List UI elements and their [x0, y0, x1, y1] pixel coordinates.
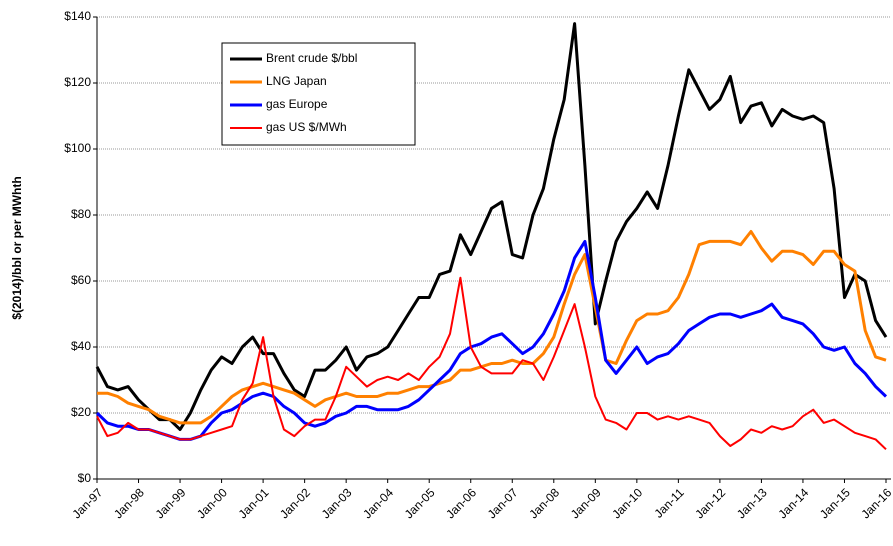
y-tick-label: $60 — [71, 273, 91, 287]
x-tick-label: Jan-11 — [652, 485, 687, 520]
x-tick-label: Jan-04 — [360, 485, 396, 521]
y-tick-label: $80 — [71, 207, 91, 221]
x-tick-label: Jan-12 — [692, 485, 728, 521]
x-tick-label: Jan-00 — [194, 485, 230, 521]
x-tick-label: Jan-10 — [609, 485, 645, 521]
x-tick-label: Jan-15 — [817, 485, 853, 521]
x-tick-label: Jan-14 — [775, 485, 811, 521]
y-tick-label: $0 — [78, 471, 92, 485]
x-tick-label: Jan-13 — [734, 485, 770, 521]
x-tick-label: Jan-01 — [236, 485, 272, 521]
y-tick-label: $120 — [64, 75, 91, 89]
x-tick-label: Jan-97 — [70, 485, 106, 521]
legend-label: Brent crude $/bbl — [266, 51, 357, 65]
x-tick-label: Jan-16 — [859, 485, 893, 521]
y-tick-label: $20 — [71, 405, 91, 419]
y-tick-label: $100 — [64, 141, 91, 155]
y-tick-label: $140 — [64, 9, 91, 23]
y-tick-label: $40 — [71, 339, 91, 353]
legend-label: LNG Japan — [266, 74, 327, 88]
line-series — [95, 239, 888, 441]
y-axis-label: $(2014)/bbl or per MWhth — [10, 176, 24, 319]
x-tick-label: Jan-03 — [319, 485, 355, 521]
line-series — [97, 230, 887, 425]
x-tick-label: Jan-06 — [443, 485, 479, 521]
legend-label: gas Europe — [266, 97, 328, 111]
line-series — [96, 276, 887, 451]
x-tick-label: Jan-08 — [526, 485, 562, 521]
legend-label: gas US $/MWh — [266, 120, 347, 134]
x-tick-label: Jan-02 — [277, 485, 313, 521]
x-tick-label: Jan-05 — [402, 485, 438, 521]
x-tick-label: Jan-99 — [153, 485, 189, 521]
x-tick-label: Jan-98 — [111, 485, 147, 521]
x-tick-label: Jan-09 — [568, 485, 604, 521]
line-series — [95, 22, 888, 431]
x-tick-label: Jan-07 — [485, 485, 521, 521]
